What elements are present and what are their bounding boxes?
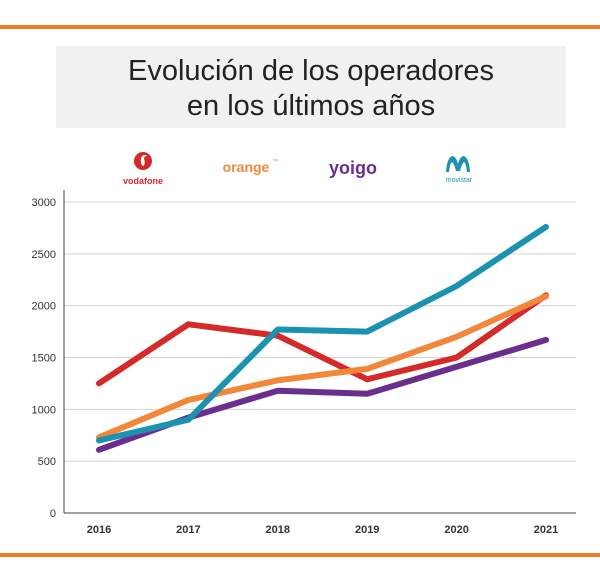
axes: 0 500 1000 1500 2000 2500 3000 2016 2017 2018 2019…: [32, 190, 576, 536]
x-tick-label: 2021: [534, 524, 558, 536]
legend-item-orange: orange ™: [223, 158, 278, 175]
x-tick-label: 2019: [355, 524, 379, 536]
y-tick-label: 2500: [32, 249, 56, 261]
y-tick-label: 1000: [32, 404, 56, 416]
series-line-orange: [99, 296, 546, 437]
x-tick-label: 2018: [266, 524, 290, 536]
y-tick-label: 3000: [32, 197, 56, 209]
yoigo-logo-text: yoigo: [329, 158, 377, 178]
movistar-logo-icon: [446, 156, 470, 172]
y-tick-label: 1500: [32, 353, 56, 365]
orange-logo-text: orange: [223, 159, 270, 175]
legend-item-vodafone: vodafone: [123, 152, 163, 186]
series-line-vodafone: [99, 295, 546, 383]
vodafone-logo-text: vodafone: [123, 176, 163, 186]
orange-trademark: ™: [272, 158, 278, 165]
legend: vodafone orange ™ yoigo movistar: [123, 152, 473, 186]
y-tick-label: 2000: [32, 301, 56, 313]
legend-item-movistar: movistar: [446, 156, 473, 184]
movistar-logo-text: movistar: [446, 177, 473, 184]
x-tick-label: 2017: [176, 524, 200, 536]
y-tick-label: 500: [38, 456, 56, 468]
x-tick-label: 2016: [87, 524, 111, 536]
legend-item-yoigo: yoigo: [329, 158, 377, 178]
series-lines: [99, 227, 546, 450]
x-tick-label: 2020: [444, 524, 468, 536]
vodafone-logo-icon: [134, 152, 152, 170]
y-tick-label: 0: [50, 508, 56, 520]
line-chart: vodafone orange ™ yoigo movistar 0 500 100…: [0, 0, 600, 585]
